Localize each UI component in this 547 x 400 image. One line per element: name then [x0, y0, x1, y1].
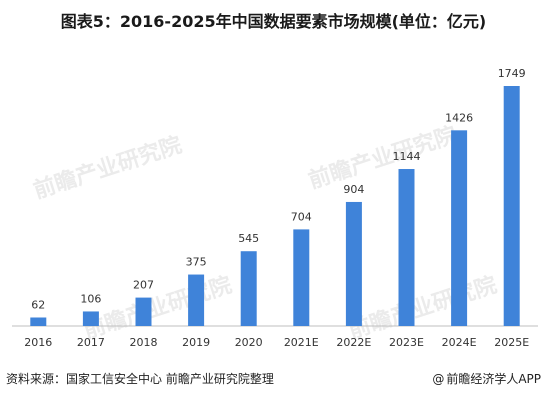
bar — [240, 251, 257, 326]
data-label: 545 — [238, 232, 259, 245]
chart-title: 图表5：2016-2025年中国数据要素市场规模(单位：亿元) — [60, 12, 487, 31]
x-tick-label: 2023E — [389, 336, 424, 349]
x-tick-label: 2016 — [24, 336, 52, 349]
brand-label: 前瞻经济学人APP — [446, 372, 541, 386]
at-icon: @ — [432, 372, 445, 386]
bar — [188, 274, 205, 326]
x-tick-label: 2018 — [130, 336, 158, 349]
data-label: 904 — [343, 183, 364, 196]
bar — [135, 297, 152, 326]
bar — [503, 86, 520, 326]
bar — [345, 201, 362, 326]
x-tick-label: 2020 — [235, 336, 263, 349]
data-label: 1144 — [393, 150, 421, 163]
brand-credit: @ 前瞻经济学人APP — [432, 370, 541, 387]
data-label: 1749 — [498, 67, 526, 80]
x-tick-label: 2017 — [77, 336, 105, 349]
bar — [451, 130, 468, 326]
bar-chart: 62 2016 106 2017 207 2018 375 2019 545 2020 704 202… — [12, 67, 538, 349]
bar — [82, 311, 99, 326]
data-label: 106 — [80, 292, 101, 305]
x-tick-label: 2019 — [182, 336, 210, 349]
x-tick-label: 2022E — [336, 336, 371, 349]
x-tick-label: 2025E — [494, 336, 529, 349]
data-label: 207 — [133, 279, 154, 292]
bar — [398, 169, 415, 326]
x-tick-label: 2024E — [442, 336, 477, 349]
source-note: 资料来源：国家工信安全中心 前瞻产业研究院整理 — [6, 372, 274, 386]
data-label: 704 — [291, 210, 312, 223]
data-label: 1426 — [445, 111, 473, 124]
bar — [293, 229, 310, 326]
data-label: 375 — [186, 256, 207, 269]
x-tick-label: 2021E — [284, 336, 319, 349]
bar — [30, 317, 47, 326]
data-label: 62 — [31, 298, 45, 311]
